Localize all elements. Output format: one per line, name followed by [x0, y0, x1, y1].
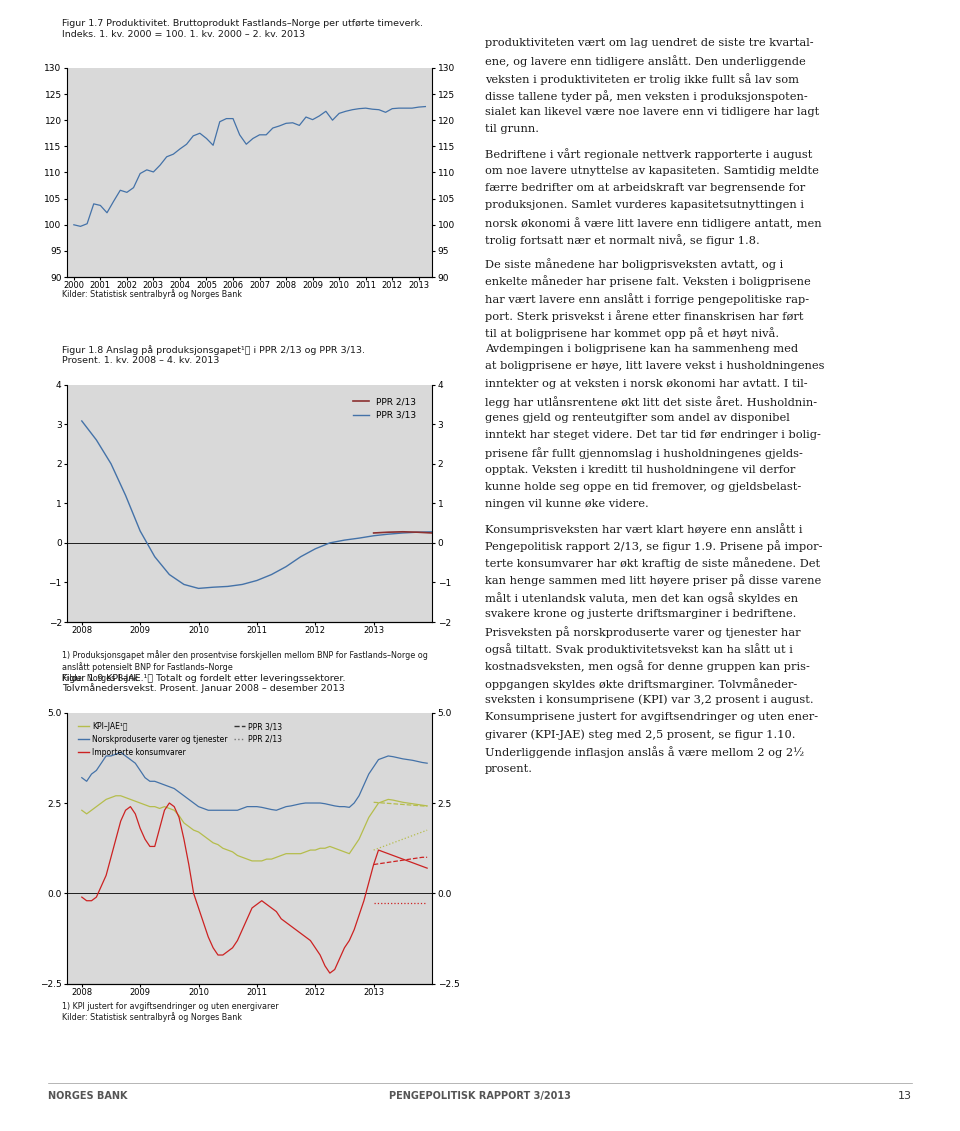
Legend: PPR 2/13, PPR 3/13: PPR 2/13, PPR 3/13 [349, 394, 420, 423]
Text: Bedriftene i vårt regionale nettverk rapporterte i august: Bedriftene i vårt regionale nettverk rap… [485, 148, 812, 161]
Text: Konsumprisveksten har vært klart høyere enn anslått i: Konsumprisveksten har vært klart høyere … [485, 523, 803, 535]
Text: oppgangen skyldes økte driftsmarginer. Tolvmåneder-: oppgangen skyldes økte driftsmarginer. T… [485, 677, 797, 690]
Text: opptak. Veksten i kreditt til husholdningene vil derfor: opptak. Veksten i kreditt til husholdnin… [485, 465, 795, 475]
Text: givarer (KPI-JAE) steg med 2,5 prosent, se figur 1.10.: givarer (KPI-JAE) steg med 2,5 prosent, … [485, 729, 795, 740]
Text: veksten i produktiviteten er trolig ikke fullt så lav som: veksten i produktiviteten er trolig ikke… [485, 72, 799, 85]
Text: anslått potensielt BNP for Fastlands–Norge: anslått potensielt BNP for Fastlands–Nor… [62, 662, 233, 672]
Text: færre bedrifter om at arbeidskraft var begrensende for: færre bedrifter om at arbeidskraft var b… [485, 183, 805, 192]
Text: Figur 1.8 Anslag på produksjonsgapet¹⧠ i PPR 2/13 og PPR 3/13.: Figur 1.8 Anslag på produksjonsgapet¹⧠ i… [62, 345, 366, 355]
Text: også tiltatt. Svak produktivitetsvekst kan ha slått ut i: også tiltatt. Svak produktivitetsvekst k… [485, 644, 793, 655]
Text: produksjonen. Samlet vurderes kapasitetsutnyttingen i: produksjonen. Samlet vurderes kapasitets… [485, 200, 804, 210]
Text: Konsumprisene justert for avgiftsendringer og uten ener-: Konsumprisene justert for avgiftsendring… [485, 713, 818, 722]
Text: Figur 1.7 Produktivitet. Bruttoprodukt Fastlands–Norge per utførte timeverk.: Figur 1.7 Produktivitet. Bruttoprodukt F… [62, 19, 423, 28]
Text: disse tallene tyder på, men veksten i produksjonspoten-: disse tallene tyder på, men veksten i pr… [485, 90, 807, 102]
Text: 1) KPI justert for avgiftsendringer og uten energivarer: 1) KPI justert for avgiftsendringer og u… [62, 1002, 279, 1011]
Text: PENGEPOLITISK RAPPORT 3/2013: PENGEPOLITISK RAPPORT 3/2013 [389, 1091, 571, 1102]
Text: Kilder: Statistisk sentralbyrå og Norges Bank: Kilder: Statistisk sentralbyrå og Norges… [62, 1012, 242, 1022]
Text: svakere krone og justerte driftsmarginer i bedriftene.: svakere krone og justerte driftsmarginer… [485, 608, 796, 619]
Text: Underliggende inflasjon anslås å være mellom 2 og 2½: Underliggende inflasjon anslås å være me… [485, 746, 804, 758]
Text: enkelte måneder har prisene falt. Veksten i boligprisene: enkelte måneder har prisene falt. Vekste… [485, 276, 810, 287]
Text: om noe lavere utnyttelse av kapasiteten. Samtidig meldte: om noe lavere utnyttelse av kapasiteten.… [485, 165, 819, 175]
Text: Pengepolitisk rapport 2/13, se figur 1.9. Prisene på impor-: Pengepolitisk rapport 2/13, se figur 1.9… [485, 541, 823, 552]
Text: Prosent. 1. kv. 2008 – 4. kv. 2013: Prosent. 1. kv. 2008 – 4. kv. 2013 [62, 356, 220, 365]
Text: De siste månedene har boligprisveksten avtatt, og i: De siste månedene har boligprisveksten a… [485, 258, 783, 270]
Text: trolig fortsatt nær et normalt nivå, se figur 1.8.: trolig fortsatt nær et normalt nivå, se … [485, 234, 759, 247]
Text: kostnadsveksten, men også for denne gruppen kan pris-: kostnadsveksten, men også for denne grup… [485, 661, 809, 672]
Text: Kilde: Norges Bank: Kilde: Norges Bank [62, 674, 138, 683]
Text: genes gjeld og renteutgifter som andel av disponibel: genes gjeld og renteutgifter som andel a… [485, 413, 789, 423]
Text: produktiviteten vært om lag uendret de siste tre kvartal-: produktiviteten vært om lag uendret de s… [485, 38, 813, 49]
Text: prosent.: prosent. [485, 763, 533, 774]
Text: Tolvmånedersvekst. Prosent. Januar 2008 – desember 2013: Tolvmånedersvekst. Prosent. Januar 2008 … [62, 683, 346, 693]
Text: kunne holde seg oppe en tid fremover, og gjeldsbelast-: kunne holde seg oppe en tid fremover, og… [485, 482, 801, 492]
Text: Avdempingen i boligprisene kan ha sammenheng med: Avdempingen i boligprisene kan ha sammen… [485, 344, 798, 354]
Text: målt i utenlandsk valuta, men det kan også skyldes en: målt i utenlandsk valuta, men det kan og… [485, 592, 798, 604]
Text: inntekter og at veksten i norsk økonomi har avtatt. I til-: inntekter og at veksten i norsk økonomi … [485, 379, 807, 389]
Text: prisene får fullt gjennomslag i husholdningenes gjelds-: prisene får fullt gjennomslag i husholdn… [485, 448, 803, 459]
Text: 1) Produksjonsgapet måler den prosentvise forskjellen mellom BNP for Fastlands–N: 1) Produksjonsgapet måler den prosentvis… [62, 650, 428, 661]
Text: sialet kan likevel være noe lavere enn vi tidligere har lagt: sialet kan likevel være noe lavere enn v… [485, 107, 819, 118]
Text: legg har utlånsrentene økt litt det siste året. Husholdnin-: legg har utlånsrentene økt litt det sist… [485, 396, 817, 407]
Legend: KPI–JAE¹⧠, Norskproduserte varer og tjenester, Importerte konsumvarer, PPR 3/13,: KPI–JAE¹⧠, Norskproduserte varer og tjen… [75, 719, 285, 760]
Text: port. Sterk prisvekst i årene etter finanskrisen har ført: port. Sterk prisvekst i årene etter fina… [485, 310, 804, 321]
Text: til at boligprisene har kommet opp på et høyt nivå.: til at boligprisene har kommet opp på et… [485, 327, 779, 339]
Text: ningen vil kunne øke videre.: ningen vil kunne øke videre. [485, 499, 649, 509]
Text: Prisveksten på norskproduserte varer og tjenester har: Prisveksten på norskproduserte varer og … [485, 627, 801, 638]
Text: kan henge sammen med litt høyere priser på disse varene: kan henge sammen med litt høyere priser … [485, 575, 821, 586]
Text: terte konsumvarer har økt kraftig de siste månedene. Det: terte konsumvarer har økt kraftig de sis… [485, 558, 820, 569]
Text: Figur 1.9 KPI–JAE.¹⧠ Totalt og fordelt etter leveringssektorer.: Figur 1.9 KPI–JAE.¹⧠ Totalt og fordelt e… [62, 674, 346, 683]
Text: at boligprisene er høye, litt lavere vekst i husholdningenes: at boligprisene er høye, litt lavere vek… [485, 362, 825, 371]
Text: norsk økonomi å være litt lavere enn tidligere antatt, men: norsk økonomi å være litt lavere enn tid… [485, 217, 822, 228]
Text: ene, og lavere enn tidligere anslått. Den underliggende: ene, og lavere enn tidligere anslått. De… [485, 55, 805, 68]
Text: Kilder: Statistisk sentralbyrå og Norges Bank: Kilder: Statistisk sentralbyrå og Norges… [62, 290, 242, 300]
Text: sveksten i konsumprisene (KPI) var 3,2 prosent i august.: sveksten i konsumprisene (KPI) var 3,2 p… [485, 694, 813, 706]
Text: NORGES BANK: NORGES BANK [48, 1091, 128, 1102]
Text: Indeks. 1. kv. 2000 = 100. 1. kv. 2000 – 2. kv. 2013: Indeks. 1. kv. 2000 = 100. 1. kv. 2000 –… [62, 31, 305, 40]
Text: 13: 13 [898, 1091, 912, 1102]
Text: til grunn.: til grunn. [485, 124, 539, 135]
Text: har vært lavere enn anslått i forrige pengepolitiske rap-: har vært lavere enn anslått i forrige pe… [485, 293, 809, 304]
Text: inntekt har steget videre. Det tar tid før endringer i bolig-: inntekt har steget videre. Det tar tid f… [485, 430, 821, 440]
